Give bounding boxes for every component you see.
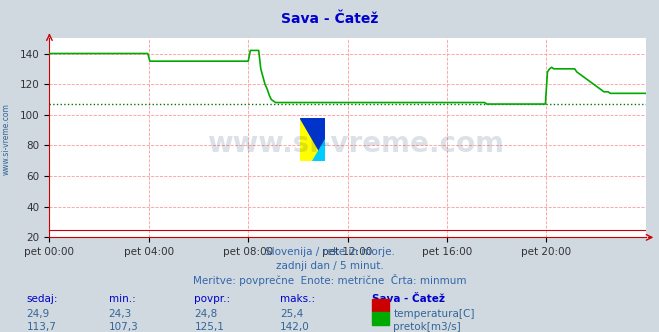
Text: sedaj:: sedaj: bbox=[26, 294, 58, 304]
Text: 25,4: 25,4 bbox=[280, 309, 303, 319]
Text: 24,3: 24,3 bbox=[109, 309, 132, 319]
Text: 113,7: 113,7 bbox=[26, 322, 56, 332]
Text: zadnji dan / 5 minut.: zadnji dan / 5 minut. bbox=[275, 261, 384, 271]
Text: 142,0: 142,0 bbox=[280, 322, 310, 332]
Text: www.si-vreme.com: www.si-vreme.com bbox=[208, 130, 504, 158]
Text: Slovenija / reke in morje.: Slovenija / reke in morje. bbox=[264, 247, 395, 257]
Text: Sava - Čatež: Sava - Čatež bbox=[372, 294, 445, 304]
Polygon shape bbox=[312, 139, 325, 161]
Text: min.:: min.: bbox=[109, 294, 136, 304]
Polygon shape bbox=[300, 118, 325, 161]
Text: 125,1: 125,1 bbox=[194, 322, 224, 332]
Text: maks.:: maks.: bbox=[280, 294, 315, 304]
Text: povpr.:: povpr.: bbox=[194, 294, 231, 304]
Text: 24,9: 24,9 bbox=[26, 309, 49, 319]
Polygon shape bbox=[300, 118, 325, 161]
Text: Meritve: povprečne  Enote: metrične  Črta: minmum: Meritve: povprečne Enote: metrične Črta:… bbox=[192, 274, 467, 286]
Text: 24,8: 24,8 bbox=[194, 309, 217, 319]
Text: Sava - Čatež: Sava - Čatež bbox=[281, 12, 378, 26]
Text: 107,3: 107,3 bbox=[109, 322, 138, 332]
Text: temperatura[C]: temperatura[C] bbox=[393, 309, 475, 319]
Text: pretok[m3/s]: pretok[m3/s] bbox=[393, 322, 461, 332]
Text: www.si-vreme.com: www.si-vreme.com bbox=[2, 104, 11, 175]
